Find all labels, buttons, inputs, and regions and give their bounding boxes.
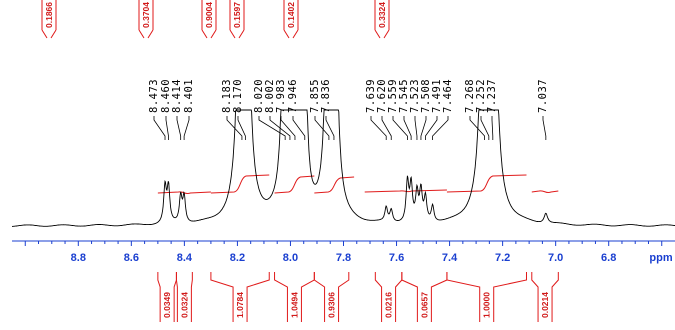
peak-label: 7.639	[365, 79, 377, 113]
integral-curve	[210, 174, 270, 194]
peak-label: 8.183	[221, 79, 233, 113]
integral-value: 0.0214	[540, 292, 550, 318]
integral-value: 0.9306	[327, 292, 337, 318]
integral-curve	[274, 175, 315, 194]
x-tick-label: 8.2	[230, 252, 245, 264]
integral-value: 1.0494	[289, 292, 299, 318]
peak-label: 7.237	[486, 79, 498, 113]
peak-leader-line	[491, 116, 494, 140]
integral-value: 1.0784	[235, 292, 245, 318]
peak-label: 7.268	[464, 79, 476, 113]
x-tick-label: 8.0	[283, 252, 298, 264]
top-integral-value: 0.9004	[204, 2, 214, 28]
peak-leader-line	[153, 116, 166, 140]
x-tick-label: 8.4	[177, 252, 193, 264]
peak-label: 7.855	[309, 79, 321, 113]
top-integral-bracket	[283, 0, 299, 39]
peak-label: 8.002	[264, 79, 276, 113]
peak-leader-line	[258, 116, 286, 140]
top-integral-value: 0.3704	[141, 2, 151, 28]
peak-label: 7.508	[420, 79, 432, 113]
peak-label: 7.559	[387, 79, 399, 113]
top-integral-value: 0.1402	[286, 2, 296, 28]
integral-value: 0.0349	[162, 292, 172, 318]
peak-label: 7.037	[537, 79, 549, 113]
integral-curve	[364, 189, 447, 193]
x-tick-label: 7.4	[442, 252, 458, 264]
integral-value: 1.0000	[482, 292, 492, 318]
peak-label: 8.401	[183, 79, 195, 113]
integral-curve	[314, 176, 355, 194]
integral-curve	[446, 174, 527, 193]
peak-label: 7.523	[409, 79, 421, 113]
peak-leader-line	[183, 116, 190, 140]
top-integral-value: 0.1866	[44, 2, 54, 28]
x-tick-label: 7.2	[495, 252, 510, 264]
integral-bracket	[175, 272, 193, 322]
peak-leader-line	[325, 116, 335, 140]
peak-leader-line	[237, 116, 246, 140]
top-integral-bracket	[41, 0, 57, 39]
peak-label: 8.170	[232, 79, 244, 113]
spectrum-trace	[12, 109, 675, 227]
peak-label: 7.252	[475, 79, 487, 113]
integral-curve	[531, 190, 559, 194]
x-axis: 8.8 8.6 8.4 8.2 8.0 7.8 7.6 7.4 7.2 7.0 6.8 ppm	[12, 240, 675, 264]
integral-bracket	[531, 272, 559, 322]
peak-leader-line	[370, 116, 387, 140]
peak-label: 7.620	[376, 79, 388, 113]
top-integral-labels: 0.1866 0.3704 0.9004 0.1597 0.1402 0.3324	[41, 0, 390, 39]
peak-leader-line	[425, 116, 438, 140]
peak-label: 7.983	[275, 79, 287, 113]
peak-leader-line	[280, 116, 296, 140]
peak-leader-line	[314, 116, 330, 140]
integral-curves	[157, 174, 559, 195]
peak-label: 7.464	[442, 79, 454, 113]
peak-leader-line	[292, 116, 306, 140]
peak-label-group: 8.473 8.460 8.414 8.401 8.183 8.170 8.020 8.002…	[148, 79, 549, 113]
peak-leader-line	[414, 116, 418, 140]
peak-leader-line	[176, 116, 182, 140]
x-tick-label: 7.6	[389, 252, 404, 264]
integral-bracket	[446, 272, 527, 322]
peak-leader-lines	[153, 116, 547, 140]
integral-bracket	[210, 272, 270, 322]
peak-label: 8.414	[171, 79, 183, 113]
peak-label: 7.946	[287, 79, 299, 113]
peak-leader-line	[469, 116, 485, 140]
peak-label: 8.473	[148, 79, 160, 113]
top-integral-value: 0.1597	[232, 2, 242, 28]
top-integral-bracket	[229, 0, 245, 39]
peak-label: 8.460	[160, 79, 172, 113]
x-tick-label: 6.8	[601, 252, 616, 264]
x-tick-label: 7.0	[548, 252, 563, 264]
peak-label: 7.545	[398, 79, 410, 113]
bottom-integral-labels: 0.0349 0.0324 1.0784 1.0494 0.9306 0.0216 0.06…	[157, 272, 559, 322]
peak-leader-line	[403, 116, 412, 140]
top-integral-bracket	[374, 0, 390, 39]
peak-leader-line	[432, 116, 449, 140]
x-axis-unit-label: ppm	[649, 252, 672, 264]
x-tick-label: 7.8	[336, 252, 351, 264]
top-integral-value: 0.3324	[377, 2, 387, 28]
peak-leader-line	[480, 116, 490, 140]
top-integral-bracket	[138, 0, 154, 39]
x-tick-label: 8.8	[71, 252, 86, 264]
peak-leader-line	[420, 116, 427, 140]
integral-value: 0.0324	[179, 292, 189, 318]
peak-label: 7.491	[431, 79, 443, 113]
peak-leader-line	[381, 116, 392, 140]
peak-label: 8.020	[253, 79, 265, 113]
integral-bracket	[313, 272, 350, 322]
integral-value: 0.0216	[384, 292, 394, 318]
x-tick-label: 8.6	[124, 252, 139, 264]
top-integral-bracket	[201, 0, 217, 39]
integral-value: 0.0657	[419, 292, 429, 318]
peak-leader-line	[542, 116, 547, 140]
peak-label: 7.836	[320, 79, 332, 113]
peak-leader-line	[392, 116, 408, 140]
peak-leader-line	[165, 116, 169, 140]
